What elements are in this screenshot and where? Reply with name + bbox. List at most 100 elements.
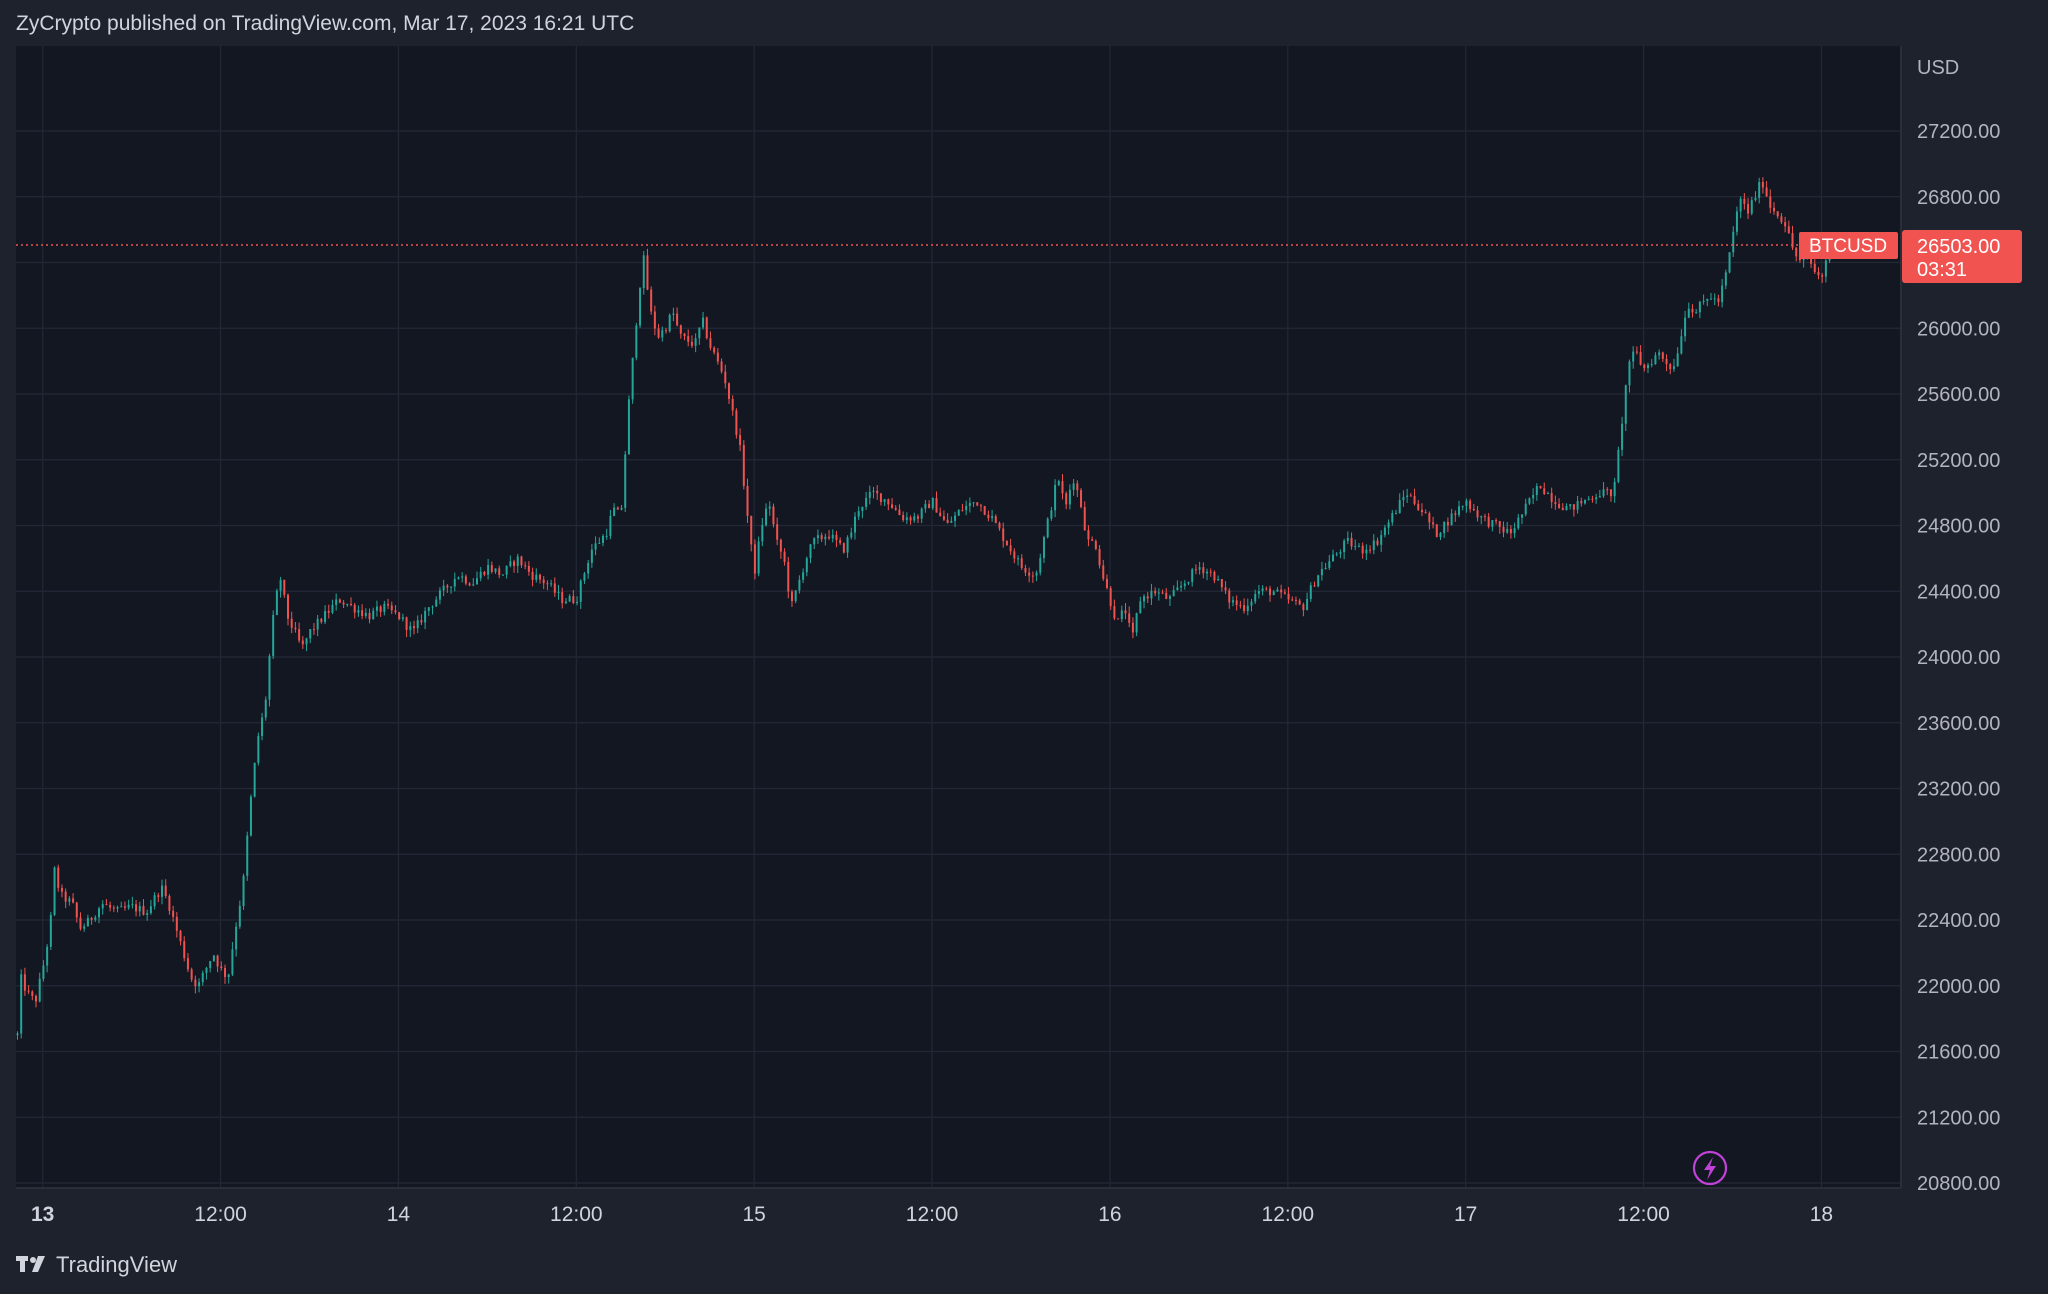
price-tick-label: 27200.00 <box>1917 121 2000 143</box>
candle <box>1761 177 1764 194</box>
candle <box>690 335 693 348</box>
candle <box>479 566 482 582</box>
candle <box>753 539 756 580</box>
candle <box>1647 362 1650 374</box>
price-tick-label: 24800.00 <box>1917 516 2000 538</box>
candle <box>1587 496 1590 501</box>
candle <box>383 600 386 616</box>
candle <box>635 322 638 361</box>
candle <box>123 901 126 911</box>
candle <box>1339 549 1342 559</box>
candle <box>1469 498 1472 513</box>
candle <box>1398 493 1401 514</box>
candle <box>186 953 189 973</box>
candle <box>235 922 238 957</box>
candle <box>642 251 645 295</box>
candle <box>1787 220 1790 234</box>
candle <box>505 565 508 579</box>
time-axis[interactable]: 13 12:00 14 12:00 15 12:00 16 12:00 17 12:00 18 <box>31 1203 1833 1226</box>
candle <box>1191 567 1194 587</box>
candle <box>1591 495 1594 503</box>
candle <box>1409 493 1412 497</box>
candle <box>1146 592 1149 604</box>
candle <box>1491 520 1494 532</box>
candle <box>1754 191 1757 202</box>
candle <box>965 500 968 516</box>
candle <box>301 636 304 649</box>
candle <box>672 307 675 322</box>
candle <box>1543 482 1546 496</box>
candle <box>83 923 86 932</box>
candle <box>1669 362 1672 375</box>
candle <box>972 502 975 507</box>
candle <box>802 568 805 584</box>
candle <box>238 900 241 929</box>
candle <box>842 542 845 554</box>
candle <box>309 628 312 644</box>
footer-brand-label: TradingView <box>56 1252 178 1277</box>
candle <box>1483 513 1486 522</box>
time-tick-label: 16 <box>1098 1203 1121 1226</box>
lightning-icon[interactable] <box>1692 1150 1728 1186</box>
candlestick-series <box>16 177 1835 1040</box>
candle <box>1795 247 1798 262</box>
candle <box>57 864 60 892</box>
candle <box>1098 545 1101 569</box>
candle <box>1576 495 1579 514</box>
candle <box>1124 603 1127 620</box>
candle <box>183 936 186 962</box>
candle <box>1691 304 1694 318</box>
candle <box>1713 293 1716 306</box>
price-tick-label: 26000.00 <box>1917 318 2000 340</box>
footer-brand[interactable]: TradingView <box>16 1252 177 1278</box>
candle <box>1087 525 1090 547</box>
candle <box>279 576 282 598</box>
candle <box>850 527 853 540</box>
candle <box>983 505 986 516</box>
candle <box>257 732 260 766</box>
candle <box>676 307 679 327</box>
candle <box>831 529 834 543</box>
candle <box>735 408 738 439</box>
candle <box>698 327 701 345</box>
candle <box>427 606 430 616</box>
candle <box>1317 574 1320 588</box>
candle <box>668 313 671 333</box>
candle <box>105 899 108 906</box>
candle <box>1506 521 1509 534</box>
candle <box>1346 531 1349 545</box>
candle <box>772 503 775 528</box>
price-tick-label: 24400.00 <box>1917 581 2000 603</box>
bar-countdown: 03:31 <box>1917 259 1967 281</box>
candle <box>579 579 582 609</box>
candle <box>1387 519 1390 535</box>
candle <box>216 954 219 973</box>
candle <box>1261 585 1264 596</box>
candle <box>1639 345 1642 366</box>
candle <box>920 507 923 524</box>
candle <box>1194 564 1197 575</box>
candle <box>1380 530 1383 552</box>
candle <box>1813 259 1816 275</box>
candle <box>27 985 30 995</box>
candle <box>205 966 208 980</box>
candle <box>175 912 178 938</box>
candle <box>898 504 901 516</box>
candle <box>501 574 504 576</box>
chart-background <box>16 46 1900 1188</box>
candle <box>1309 582 1312 602</box>
candle <box>1528 497 1531 506</box>
candle <box>576 596 579 606</box>
candle <box>1498 520 1501 534</box>
candle <box>1287 587 1290 604</box>
candle <box>1613 477 1616 503</box>
candle <box>1602 482 1605 499</box>
candle <box>387 598 390 610</box>
candle <box>1206 568 1209 581</box>
candle <box>794 589 797 604</box>
candle <box>201 970 204 986</box>
candle <box>109 901 112 912</box>
candle <box>679 324 682 339</box>
candle <box>401 613 404 622</box>
